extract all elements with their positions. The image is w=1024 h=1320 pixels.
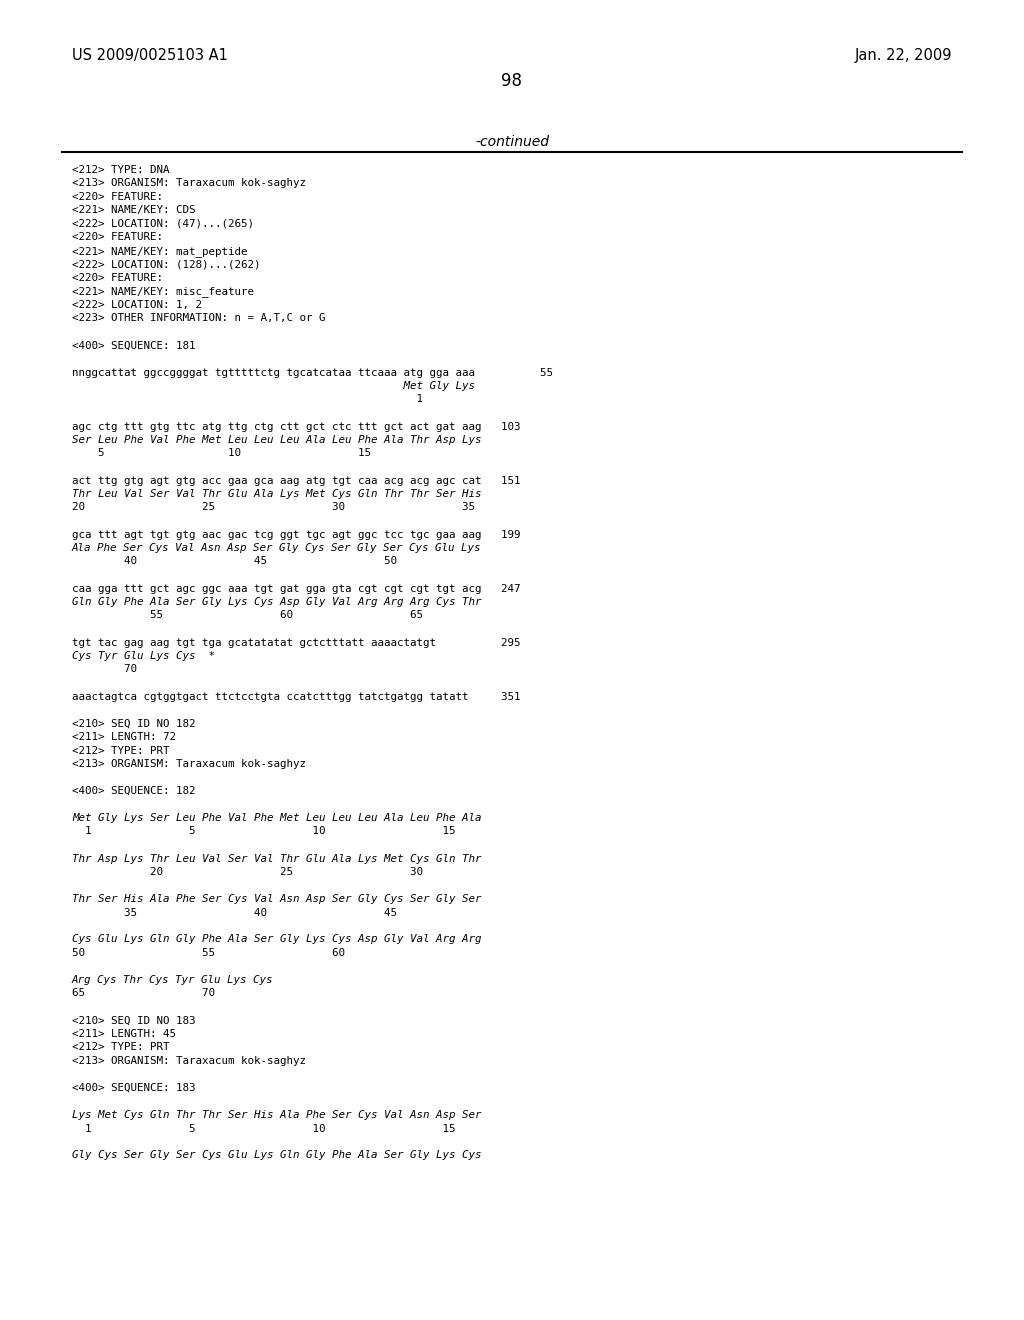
Text: <213> ORGANISM: Taraxacum kok-saghyz: <213> ORGANISM: Taraxacum kok-saghyz: [72, 759, 306, 770]
Text: Thr Ser His Ala Phe Ser Cys Val Asn Asp Ser Gly Cys Ser Gly Ser: Thr Ser His Ala Phe Ser Cys Val Asn Asp …: [72, 894, 481, 904]
Text: nnggcattat ggccggggat tgtttttctg tgcatcataa ttcaaa atg gga aaa          55: nnggcattat ggccggggat tgtttttctg tgcatca…: [72, 367, 553, 378]
Text: 65                  70: 65 70: [72, 989, 215, 998]
Text: 50                  55                  60: 50 55 60: [72, 948, 345, 958]
Text: <222> LOCATION: (128)...(262): <222> LOCATION: (128)...(262): [72, 260, 260, 269]
Text: Gln Gly Phe Ala Ser Gly Lys Cys Asp Gly Val Arg Arg Arg Cys Thr: Gln Gly Phe Ala Ser Gly Lys Cys Asp Gly …: [72, 597, 481, 607]
Text: <222> LOCATION: 1, 2: <222> LOCATION: 1, 2: [72, 300, 202, 310]
Text: <221> NAME/KEY: mat_peptide: <221> NAME/KEY: mat_peptide: [72, 246, 248, 257]
Text: Cys Glu Lys Gln Gly Phe Ala Ser Gly Lys Cys Asp Gly Val Arg Arg: Cys Glu Lys Gln Gly Phe Ala Ser Gly Lys …: [72, 935, 481, 945]
Text: <213> ORGANISM: Taraxacum kok-saghyz: <213> ORGANISM: Taraxacum kok-saghyz: [72, 1056, 306, 1067]
Text: <212> TYPE: PRT: <212> TYPE: PRT: [72, 1043, 170, 1052]
Text: Cys Tyr Glu Lys Cys  *: Cys Tyr Glu Lys Cys *: [72, 651, 215, 661]
Text: Gly Cys Ser Gly Ser Cys Glu Lys Gln Gly Phe Ala Ser Gly Lys Cys: Gly Cys Ser Gly Ser Cys Glu Lys Gln Gly …: [72, 1151, 481, 1160]
Text: Ser Leu Phe Val Phe Met Leu Leu Leu Ala Leu Phe Ala Thr Asp Lys: Ser Leu Phe Val Phe Met Leu Leu Leu Ala …: [72, 436, 481, 445]
Text: <212> TYPE: DNA: <212> TYPE: DNA: [72, 165, 170, 176]
Text: Met Gly Lys: Met Gly Lys: [72, 381, 475, 391]
Text: 20                  25                  30: 20 25 30: [72, 867, 423, 876]
Text: Thr Asp Lys Thr Leu Val Ser Val Thr Glu Ala Lys Met Cys Gln Thr: Thr Asp Lys Thr Leu Val Ser Val Thr Glu …: [72, 854, 481, 863]
Text: caa gga ttt gct agc ggc aaa tgt gat gga gta cgt cgt cgt tgt acg   247: caa gga ttt gct agc ggc aaa tgt gat gga …: [72, 583, 520, 594]
Text: <210> SEQ ID NO 182: <210> SEQ ID NO 182: [72, 718, 196, 729]
Text: <221> NAME/KEY: CDS: <221> NAME/KEY: CDS: [72, 206, 196, 215]
Text: 70: 70: [72, 664, 137, 675]
Text: 1               5                  10                  15: 1 5 10 15: [72, 826, 456, 837]
Text: Thr Leu Val Ser Val Thr Glu Ala Lys Met Cys Gln Thr Thr Ser His: Thr Leu Val Ser Val Thr Glu Ala Lys Met …: [72, 488, 481, 499]
Text: <210> SEQ ID NO 183: <210> SEQ ID NO 183: [72, 1015, 196, 1026]
Text: US 2009/0025103 A1: US 2009/0025103 A1: [72, 48, 228, 63]
Text: <212> TYPE: PRT: <212> TYPE: PRT: [72, 746, 170, 755]
Text: <220> FEATURE:: <220> FEATURE:: [72, 273, 163, 282]
Text: 55                  60                  65: 55 60 65: [72, 610, 423, 620]
Text: -continued: -continued: [475, 135, 549, 149]
Text: Ala Phe Ser Cys Val Asn Asp Ser Gly Cys Ser Gly Ser Cys Glu Lys: Ala Phe Ser Cys Val Asn Asp Ser Gly Cys …: [72, 543, 481, 553]
Text: <400> SEQUENCE: 183: <400> SEQUENCE: 183: [72, 1082, 196, 1093]
Text: <220> FEATURE:: <220> FEATURE:: [72, 191, 163, 202]
Text: <400> SEQUENCE: 181: <400> SEQUENCE: 181: [72, 341, 196, 351]
Text: <222> LOCATION: (47)...(265): <222> LOCATION: (47)...(265): [72, 219, 254, 228]
Text: <220> FEATURE:: <220> FEATURE:: [72, 232, 163, 243]
Text: <211> LENGTH: 72: <211> LENGTH: 72: [72, 733, 176, 742]
Text: aaactagtca cgtggtgact ttctcctgta ccatctttgg tatctgatgg tatatt     351: aaactagtca cgtggtgact ttctcctgta ccatctt…: [72, 692, 520, 701]
Text: 1: 1: [72, 395, 423, 404]
Text: act ttg gtg agt gtg acc gaa gca aag atg tgt caa acg acg agc cat   151: act ttg gtg agt gtg acc gaa gca aag atg …: [72, 475, 520, 486]
Text: <221> NAME/KEY: misc_feature: <221> NAME/KEY: misc_feature: [72, 286, 254, 297]
Text: 5                   10                  15: 5 10 15: [72, 449, 371, 458]
Text: gca ttt agt tgt gtg aac gac tcg ggt tgc agt ggc tcc tgc gaa aag   199: gca ttt agt tgt gtg aac gac tcg ggt tgc …: [72, 529, 520, 540]
Text: 35                  40                  45: 35 40 45: [72, 908, 397, 917]
Text: 1               5                  10                  15: 1 5 10 15: [72, 1123, 456, 1134]
Text: <213> ORGANISM: Taraxacum kok-saghyz: <213> ORGANISM: Taraxacum kok-saghyz: [72, 178, 306, 189]
Text: 40                  45                  50: 40 45 50: [72, 557, 397, 566]
Text: <211> LENGTH: 45: <211> LENGTH: 45: [72, 1030, 176, 1039]
Text: agc ctg ttt gtg ttc atg ttg ctg ctt gct ctc ttt gct act gat aag   103: agc ctg ttt gtg ttc atg ttg ctg ctt gct …: [72, 421, 520, 432]
Text: Lys Met Cys Gln Thr Thr Ser His Ala Phe Ser Cys Val Asn Asp Ser: Lys Met Cys Gln Thr Thr Ser His Ala Phe …: [72, 1110, 481, 1119]
Text: Met Gly Lys Ser Leu Phe Val Phe Met Leu Leu Leu Ala Leu Phe Ala: Met Gly Lys Ser Leu Phe Val Phe Met Leu …: [72, 813, 481, 822]
Text: <223> OTHER INFORMATION: n = A,T,C or G: <223> OTHER INFORMATION: n = A,T,C or G: [72, 314, 326, 323]
Text: Jan. 22, 2009: Jan. 22, 2009: [854, 48, 952, 63]
Text: Arg Cys Thr Cys Tyr Glu Lys Cys: Arg Cys Thr Cys Tyr Glu Lys Cys: [72, 975, 273, 985]
Text: 20                  25                  30                  35: 20 25 30 35: [72, 503, 475, 512]
Text: <400> SEQUENCE: 182: <400> SEQUENCE: 182: [72, 785, 196, 796]
Text: 98: 98: [502, 73, 522, 90]
Text: tgt tac gag aag tgt tga gcatatatat gctctttatt aaaactatgt          295: tgt tac gag aag tgt tga gcatatatat gctct…: [72, 638, 520, 648]
